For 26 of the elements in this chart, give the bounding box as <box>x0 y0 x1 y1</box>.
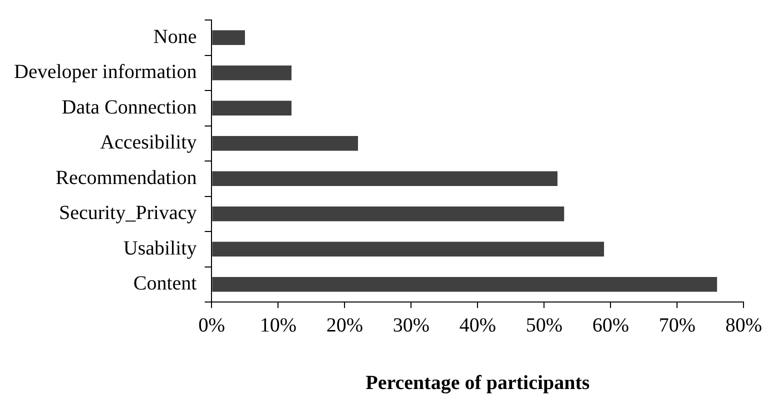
bar <box>212 100 292 116</box>
y-tick-label: None <box>153 26 197 48</box>
y-tick-label: Developer information <box>14 61 197 84</box>
x-tick-label: 80% <box>725 314 762 336</box>
x-tick-label: 30% <box>392 314 430 336</box>
bar <box>212 65 292 80</box>
y-tick-label: Content <box>133 272 198 295</box>
x-tick-label: 40% <box>459 314 496 336</box>
x-tick-label: 50% <box>526 314 563 336</box>
bar <box>212 136 358 151</box>
x-tick-label: 0% <box>198 314 226 336</box>
x-tick-label: 60% <box>592 314 630 336</box>
bar <box>212 276 718 292</box>
bar <box>212 242 604 257</box>
x-tick-label: 70% <box>658 314 696 336</box>
x-tick-label: 10% <box>260 314 297 336</box>
y-tick-label: Recommendation <box>56 166 197 189</box>
bar <box>212 206 564 222</box>
y-tick-label: Usability <box>123 237 197 260</box>
bar <box>212 30 245 46</box>
x-axis-title: Percentage of participants <box>366 372 590 394</box>
y-tick-label: Security_Privacy <box>58 202 197 224</box>
x-tick-label: 20% <box>326 314 364 336</box>
bar <box>212 171 558 186</box>
y-tick-label: Accesibility <box>100 132 197 154</box>
y-tick-label: Data Connection <box>62 96 197 118</box>
